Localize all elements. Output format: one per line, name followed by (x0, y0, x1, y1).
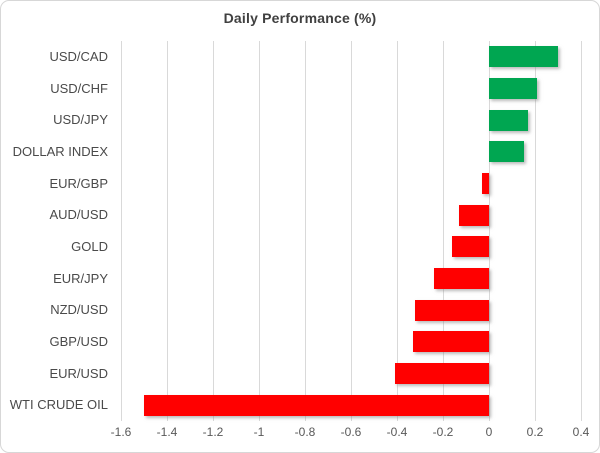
category-label-nzd-usd: NZD/USD (50, 302, 108, 318)
gridline (258, 41, 260, 421)
category-label-eur-gbp: EUR/GBP (49, 175, 108, 191)
gridline (396, 41, 398, 421)
x-tick-label: 0.4 (572, 425, 590, 439)
x-tick-label: -1 (253, 425, 265, 439)
bar-gold (452, 236, 489, 258)
gridline (212, 41, 214, 421)
x-tick-label: -0.6 (340, 425, 362, 439)
value-axis: -1.6 -1.4 -1.2 -1 -0.8 -0.6 -0.4 -0.2 0 0.2 0.4 (111, 425, 590, 443)
bar-aud-usd (459, 204, 489, 226)
plot-area (120, 41, 582, 421)
bar-usd-jpy (489, 109, 529, 131)
bar-wti-crude-oil (144, 394, 489, 416)
x-tick-label: -1.2 (202, 425, 224, 439)
bar-usd-cad (489, 46, 558, 68)
x-tick-label: 0 (485, 425, 493, 439)
category-label-eur-usd: EUR/USD (49, 365, 108, 381)
chart-title: Daily Performance (%) (223, 10, 377, 26)
gridline (580, 41, 582, 421)
gridline (350, 41, 352, 421)
bar-gbp-usd (413, 331, 489, 353)
x-tick-label: -1.4 (156, 425, 178, 439)
category-label-usd-chf: USD/CHF (50, 80, 108, 96)
gridline (534, 41, 536, 421)
category-label-eur-jpy: EUR/JPY (53, 270, 108, 286)
gridline (120, 41, 122, 421)
category-axis: USD/CAD USD/CHF USD/JPY DOLLAR INDEX EUR/GBP… (1, 41, 108, 421)
category-label-dollar-index: DOLLAR INDEX (12, 144, 108, 159)
gridline (442, 41, 444, 421)
x-tick-label: -0.4 (386, 425, 408, 439)
x-tick-label: -0.8 (294, 425, 316, 439)
category-label-usd-jpy: USD/JPY (53, 112, 108, 128)
bar-eur-usd (394, 363, 489, 384)
x-tick-label: 0.2 (526, 425, 544, 439)
bar-nzd-usd (415, 299, 489, 321)
category-label-wti-crude-oil: WTI CRUDE OIL (9, 397, 108, 413)
bar-dollar-index (489, 141, 524, 163)
bar-eur-gbp (482, 173, 489, 194)
category-label-aud-usd: AUD/USD (49, 207, 108, 223)
gridline (166, 41, 168, 421)
category-label-gold: GOLD (71, 239, 108, 254)
bar-eur-jpy (433, 268, 489, 289)
bar-usd-chf (489, 78, 538, 99)
category-label-gbp-usd: GBP/USD (49, 334, 108, 349)
x-tick-label: -0.2 (432, 425, 454, 439)
x-tick-label: -1.6 (110, 425, 132, 439)
category-label-usd-cad: USD/CAD (49, 49, 108, 64)
gridline (488, 41, 490, 421)
gridline (304, 41, 306, 421)
